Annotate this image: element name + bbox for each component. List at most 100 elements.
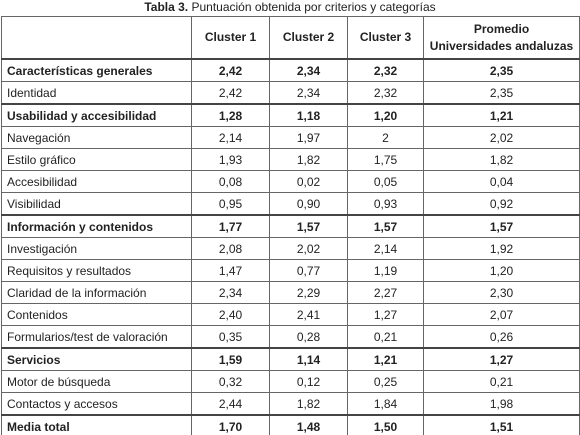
- table-row: Contactos y accesos 2,44 1,82 1,84 1,98: [1, 392, 580, 416]
- cell-value: 1,51: [423, 414, 580, 435]
- cell-value: 1,93: [191, 148, 270, 171]
- cell-value: 2,40: [191, 303, 270, 326]
- cell-value: 1,59: [191, 347, 270, 371]
- cell-value: 1,92: [423, 237, 580, 260]
- cell-value: 1,28: [191, 103, 270, 127]
- table-row: Navegación 2,14 1,97 2 2,02: [1, 126, 580, 149]
- cell-value: 1,70: [191, 414, 270, 435]
- cell-value: 1,21: [423, 103, 580, 127]
- cell-value: 2,32: [347, 81, 424, 105]
- cell-value: 1,82: [423, 148, 580, 171]
- cell-value: 0,77: [269, 259, 348, 282]
- row-label: Servicios: [1, 347, 192, 371]
- row-label: Investigación: [1, 237, 192, 260]
- row-label: Contactos y accesos: [1, 392, 192, 416]
- cell-value: 0,93: [347, 192, 424, 216]
- header-cell: Cluster 1: [191, 16, 270, 60]
- cell-value: 2,34: [191, 281, 270, 304]
- row-label: Contenidos: [1, 303, 192, 326]
- cell-value: 0,25: [347, 370, 424, 393]
- row-label: Usabilidad y accesibilidad: [1, 103, 192, 127]
- cell-value: 0,02: [269, 170, 348, 193]
- table-body: Características generales 2,42 2,34 2,32 2,3…: [1, 58, 580, 435]
- cell-value: 0,21: [423, 370, 580, 393]
- cell-value: 1,97: [269, 126, 348, 149]
- cell-value: 2,35: [423, 58, 580, 82]
- cell-value: 1,98: [423, 392, 580, 416]
- cell-value: 1,50: [347, 414, 424, 435]
- table-row: Requisitos y resultados 1,47 0,77 1,19 1,20: [1, 259, 580, 282]
- table-row: Identidad 2,42 2,34 2,32 2,35: [1, 81, 580, 105]
- cell-value: 1,20: [347, 103, 424, 127]
- row-label: Estilo gráfico: [1, 148, 192, 171]
- cell-value: 1,57: [423, 214, 580, 238]
- cell-value: 0,26: [423, 325, 580, 349]
- cell-value: 2,34: [269, 58, 348, 82]
- cell-value: 2,07: [423, 303, 580, 326]
- table-row: Estilo gráfico 1,93 1,82 1,75 1,82: [1, 148, 580, 171]
- row-label: Motor de búsqueda: [1, 370, 192, 393]
- table-row: Servicios 1,59 1,14 1,21 1,27: [1, 347, 580, 371]
- caption-label: Tabla 3.: [144, 0, 189, 14]
- cell-value: 1,57: [269, 214, 348, 238]
- header-cell: Promedio Universidades andaluzas: [423, 16, 580, 60]
- table-row: Formularios/test de valoración 0,35 0,28 0,…: [1, 325, 580, 349]
- row-label: Accesibilidad: [1, 170, 192, 193]
- cell-value: 0,28: [269, 325, 348, 349]
- cell-value: 2,32: [347, 58, 424, 82]
- cell-value: 0,21: [347, 325, 424, 349]
- cell-value: 2,14: [347, 237, 424, 260]
- row-label: Identidad: [1, 81, 192, 105]
- cell-value: 2,02: [423, 126, 580, 149]
- cell-value: 2,14: [191, 126, 270, 149]
- table-row: Contenidos 2,40 2,41 1,27 2,07: [1, 303, 580, 326]
- table-row: Características generales 2,42 2,34 2,32 2,3…: [1, 58, 580, 82]
- header-text: Promedio: [473, 21, 530, 36]
- header-cell: Cluster 2: [269, 16, 348, 60]
- cell-value: 1,82: [269, 148, 348, 171]
- row-label: Información y contenidos: [1, 214, 192, 238]
- cell-value: 1,48: [269, 414, 348, 435]
- cell-value: 0,04: [423, 170, 580, 193]
- cell-value: 2,02: [269, 237, 348, 260]
- cell-value: 2,35: [423, 81, 580, 105]
- row-label: Formularios/test de valoración: [1, 325, 192, 349]
- cell-value: 1,18: [269, 103, 348, 127]
- row-label: Claridad de la información: [1, 281, 192, 304]
- cell-value: 0,35: [191, 325, 270, 349]
- header-cell: Cluster 3: [347, 16, 424, 60]
- header-row: Cluster 1 Cluster 2 Cluster 3 Promedio Un…: [1, 16, 580, 60]
- table-row: Información y contenidos 1,77 1,57 1,57 1,57: [1, 214, 580, 238]
- table-row: Claridad de la información 2,34 2,29 2,27 2,…: [1, 281, 580, 304]
- cell-value: 0,05: [347, 170, 424, 193]
- cell-value: 0,92: [423, 192, 580, 216]
- cell-value: 1,77: [191, 214, 270, 238]
- row-label: Navegación: [1, 126, 192, 149]
- table-row: Media total 1,70 1,48 1,50 1,51: [1, 414, 580, 435]
- row-label: Media total: [1, 414, 192, 435]
- table-row: Accesibilidad 0,08 0,02 0,05 0,04: [1, 170, 580, 193]
- cell-value: 2: [347, 126, 424, 149]
- cell-value: 2,42: [191, 81, 270, 105]
- row-label: Requisitos y resultados: [1, 259, 192, 282]
- table-row: Visibilidad 0,95 0,90 0,93 0,92: [1, 192, 580, 216]
- caption-text: Puntuación obtenida por criterios y cate…: [191, 0, 436, 14]
- cell-value: 1,27: [347, 303, 424, 326]
- cell-value: 1,47: [191, 259, 270, 282]
- cell-value: 2,44: [191, 392, 270, 416]
- cell-value: 1,57: [347, 214, 424, 238]
- cell-value: 1,75: [347, 148, 424, 171]
- cell-value: 0,90: [269, 192, 348, 216]
- cell-value: 2,29: [269, 281, 348, 304]
- cell-value: 2,34: [269, 81, 348, 105]
- cell-value: 1,20: [423, 259, 580, 282]
- cell-value: 1,19: [347, 259, 424, 282]
- cell-value: 2,41: [269, 303, 348, 326]
- table-row: Investigación 2,08 2,02 2,14 1,92: [1, 237, 580, 260]
- cell-value: 0,08: [191, 170, 270, 193]
- header-cell: [1, 16, 192, 60]
- cell-value: 2,30: [423, 281, 580, 304]
- cell-value: 2,27: [347, 281, 424, 304]
- cell-value: 0,95: [191, 192, 270, 216]
